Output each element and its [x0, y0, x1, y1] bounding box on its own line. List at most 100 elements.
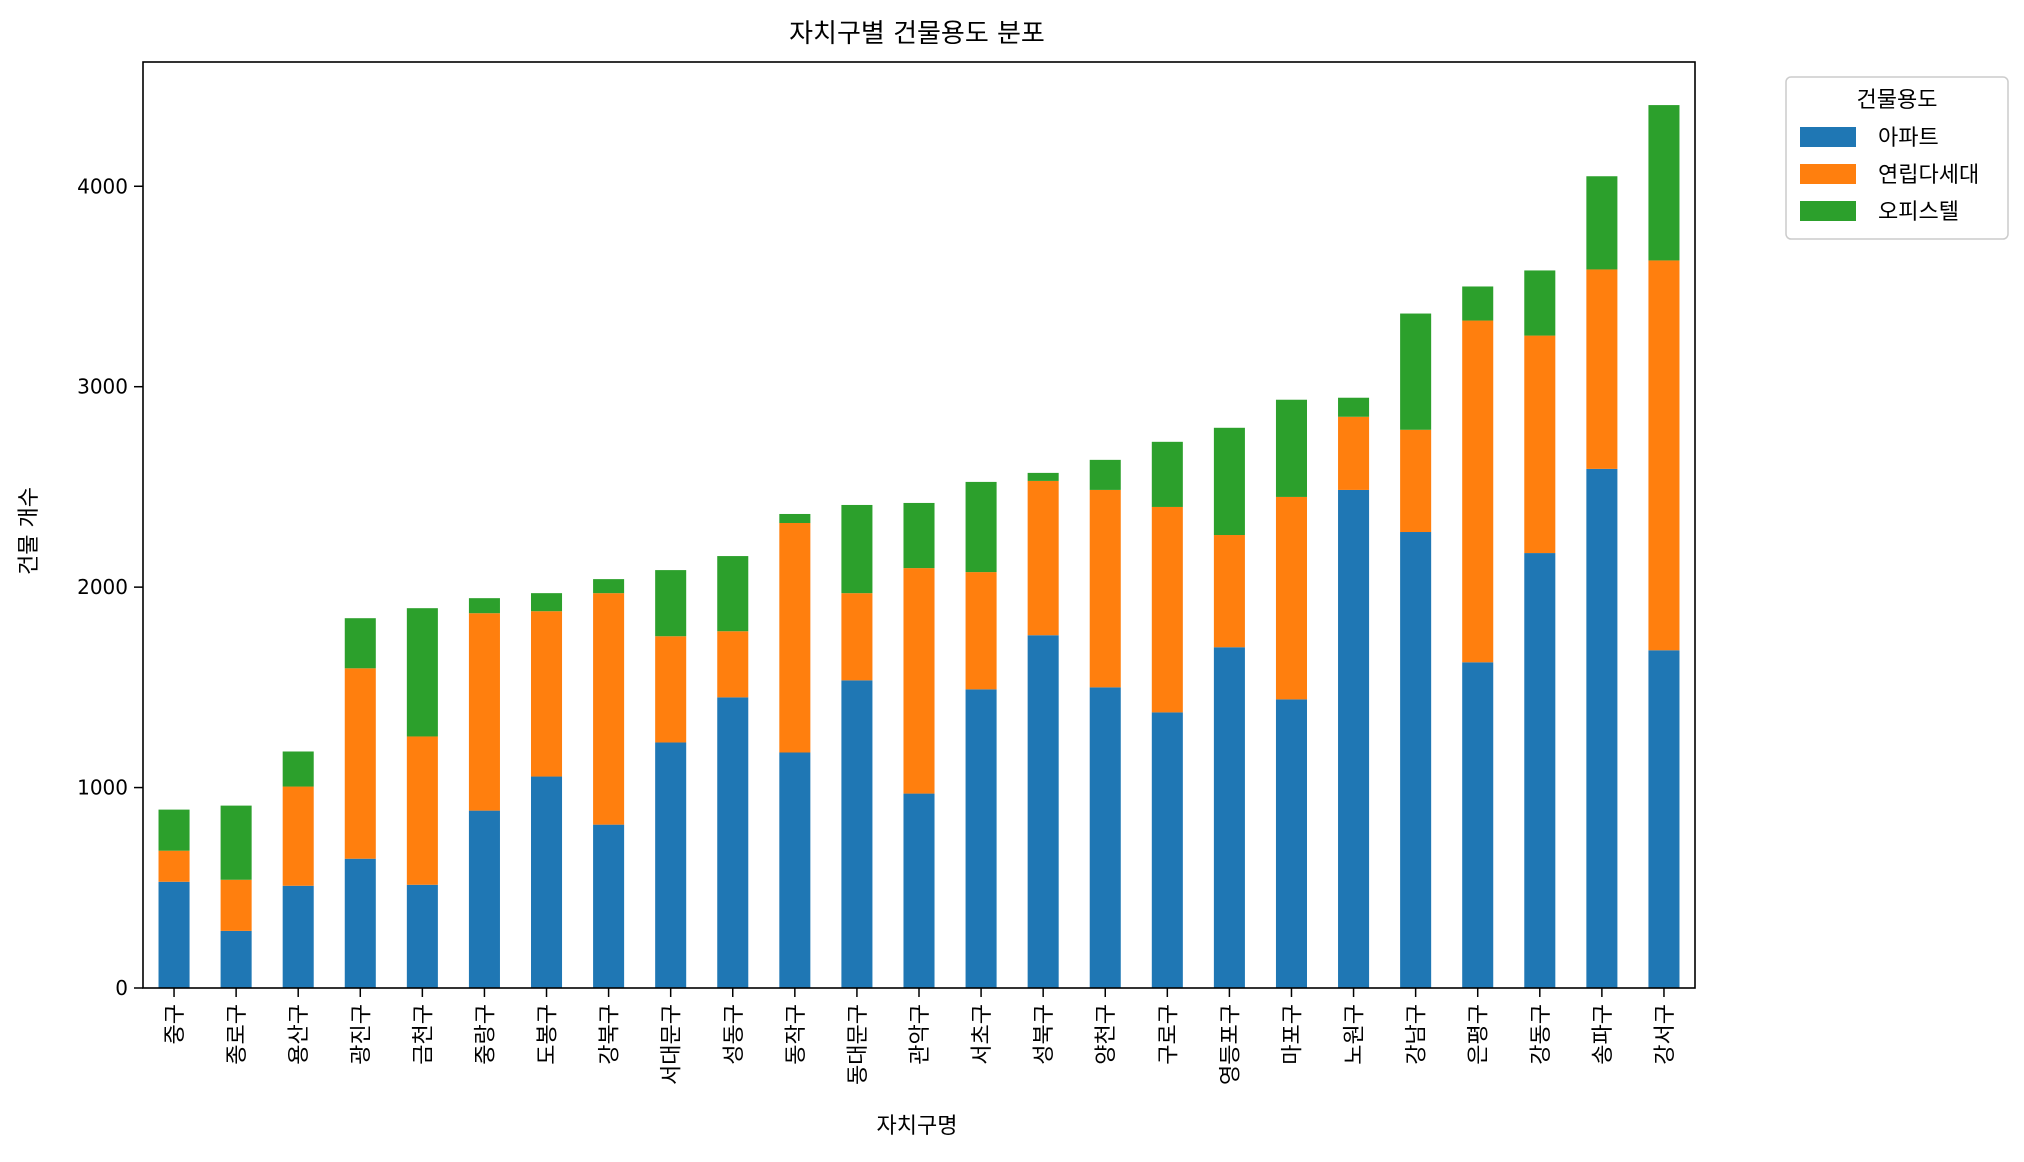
bar-마포구-오피스텔: [1275, 399, 1307, 497]
bar-노원구-오피스텔: [1338, 397, 1370, 417]
bar-광진구-연립다세대: [344, 668, 376, 859]
legend-label-아파트: 아파트: [1878, 126, 1939, 151]
bar-서대문구-연립다세대: [655, 636, 687, 743]
bar-구로구-오피스텔: [1151, 441, 1183, 507]
bar-성동구-아파트: [717, 697, 749, 988]
bar-강서구-아파트: [1648, 650, 1680, 988]
y-tick-label: 1000: [77, 776, 128, 800]
y-tick-label: 4000: [77, 174, 128, 198]
bar-양천구-연립다세대: [1089, 489, 1121, 688]
bar-중구-오피스텔: [158, 809, 190, 851]
x-tick-label: 양천구: [1094, 1004, 1119, 1065]
bar-은평구-오피스텔: [1462, 286, 1494, 321]
bars-layer: [158, 105, 1680, 988]
bar-은평구-연립다세대: [1462, 320, 1494, 663]
bar-광진구-오피스텔: [344, 618, 376, 669]
x-tick-label: 노원구: [1343, 1004, 1368, 1065]
bar-양천구-오피스텔: [1089, 459, 1121, 490]
bar-서대문구-오피스텔: [655, 570, 687, 637]
bar-도봉구-오피스텔: [531, 593, 563, 612]
x-tick-label: 성북구: [1032, 1004, 1057, 1065]
bar-용산구-아파트: [282, 885, 314, 988]
bar-은평구-아파트: [1462, 662, 1494, 988]
bar-중랑구-아파트: [468, 810, 500, 988]
bar-성북구-아파트: [1027, 635, 1059, 988]
bar-동작구-오피스텔: [779, 513, 811, 523]
bar-동작구-연립다세대: [779, 523, 811, 753]
x-tick-label: 금천구: [411, 1004, 436, 1065]
bar-도봉구-연립다세대: [531, 611, 563, 777]
legend-swatch-오피스텔: [1800, 201, 1856, 221]
x-tick-label: 마포구: [1280, 1004, 1305, 1065]
bar-성북구-연립다세대: [1027, 480, 1059, 636]
bar-관악구-아파트: [903, 793, 935, 988]
bar-중구-연립다세대: [158, 850, 190, 882]
bar-강북구-연립다세대: [593, 593, 625, 825]
x-tick-label: 강서구: [1653, 1004, 1678, 1065]
y-axis: 0 1000 2000 3000 4000: [77, 174, 143, 1000]
bar-강동구-아파트: [1524, 553, 1556, 988]
y-tick-label: 2000: [77, 575, 128, 599]
bar-종로구-연립다세대: [220, 879, 252, 931]
y-tick-label: 3000: [77, 375, 128, 399]
bar-성동구-연립다세대: [717, 631, 749, 698]
bar-용산구-연립다세대: [282, 786, 314, 886]
bar-관악구-연립다세대: [903, 568, 935, 794]
bar-강남구-연립다세대: [1400, 429, 1432, 533]
bar-서초구-오피스텔: [965, 481, 997, 573]
x-tick-label: 중구: [163, 1004, 188, 1044]
bar-영등포구-아파트: [1213, 647, 1245, 988]
bar-광진구-아파트: [344, 858, 376, 988]
y-axis-label: 건물 개수: [17, 487, 42, 575]
x-tick-label: 강동구: [1529, 1004, 1554, 1065]
bar-도봉구-아파트: [531, 776, 563, 988]
bar-송파구-연립다세대: [1586, 269, 1618, 469]
bar-마포구-아파트: [1275, 699, 1307, 988]
bar-영등포구-오피스텔: [1213, 427, 1245, 536]
bar-동대문구-오피스텔: [841, 504, 873, 594]
legend-frame: [1785, 76, 2009, 240]
bar-강서구-연립다세대: [1648, 260, 1680, 651]
bar-강서구-오피스텔: [1648, 105, 1680, 261]
x-tick-label: 관악구: [908, 1004, 933, 1065]
bar-강동구-연립다세대: [1524, 335, 1556, 554]
x-tick-label: 동대문구: [846, 1004, 871, 1085]
x-tick-label: 서초구: [970, 1004, 995, 1065]
bar-중랑구-연립다세대: [468, 613, 500, 811]
bar-강북구-아파트: [593, 824, 625, 988]
bar-서초구-연립다세대: [965, 572, 997, 690]
x-tick-label: 도봉구: [536, 1004, 561, 1065]
bar-금천구-연립다세대: [406, 736, 438, 885]
x-tick-label: 성동구: [722, 1004, 747, 1065]
x-tick-label: 서대문구: [660, 1004, 685, 1085]
bar-관악구-오피스텔: [903, 502, 935, 569]
x-tick-label: 은평구: [1467, 1004, 1492, 1065]
x-tick-label: 중랑구: [473, 1004, 498, 1065]
bar-성동구-오피스텔: [717, 556, 749, 632]
bar-동대문구-아파트: [841, 680, 873, 988]
legend-label-오피스텔: 오피스텔: [1878, 200, 1959, 225]
bar-구로구-아파트: [1151, 712, 1183, 988]
bar-마포구-연립다세대: [1275, 496, 1307, 700]
bar-서초구-아파트: [965, 689, 997, 988]
bar-동작구-아파트: [779, 752, 811, 988]
x-tick-label: 동작구: [784, 1004, 809, 1065]
bar-종로구-오피스텔: [220, 805, 252, 880]
legend-label-연립다세대: 연립다세대: [1878, 163, 1979, 188]
bar-동대문구-연립다세대: [841, 593, 873, 681]
bar-중구-아파트: [158, 881, 190, 988]
bar-노원구-연립다세대: [1338, 416, 1370, 490]
bar-강남구-오피스텔: [1400, 313, 1432, 430]
bar-금천구-오피스텔: [406, 608, 438, 737]
x-axis: 중구 종로구 용산구 광진구 금천구 중랑구 도봉구 강북구 서대문구 성동구 동작구 동대문구 관악구…: [163, 988, 1678, 1085]
bar-강북구-오피스텔: [593, 579, 625, 594]
x-tick-label: 영등포구: [1218, 1004, 1243, 1085]
x-tick-label: 용산구: [287, 1004, 312, 1065]
chart-title: 자치구별 건물용도 분포: [789, 19, 1045, 49]
y-tick-label: 0: [115, 976, 128, 1000]
bar-용산구-오피스텔: [282, 751, 314, 787]
